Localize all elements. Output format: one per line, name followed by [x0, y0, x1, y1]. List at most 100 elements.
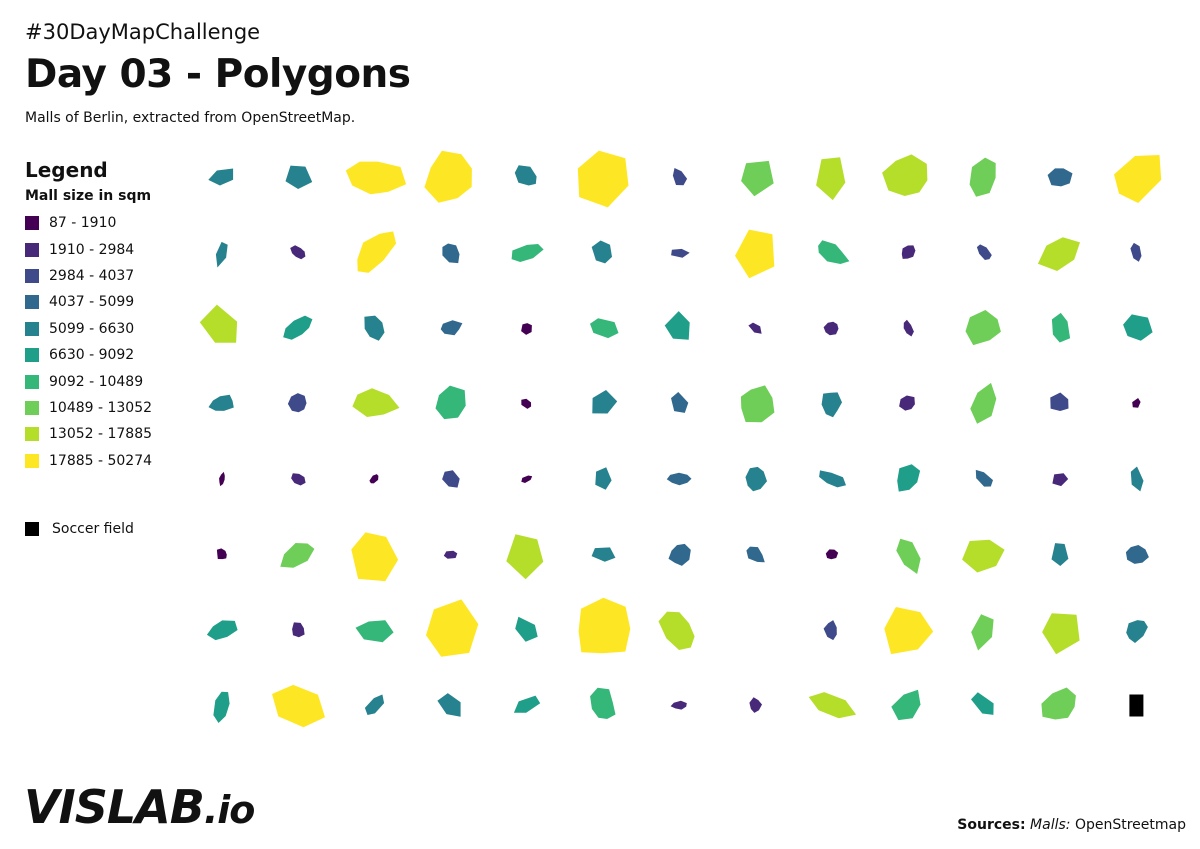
legend-label: 17885 - 50274 — [49, 452, 153, 469]
mall-polygon — [658, 611, 695, 650]
mall-polygon — [1042, 613, 1080, 655]
mall-polygon — [1051, 543, 1069, 566]
mall-polygon — [664, 311, 690, 340]
mall-polygon — [671, 392, 689, 413]
mall-polygon — [280, 543, 315, 568]
legend-classes: 87 - 1910 1910 - 2984 2984 - 4037 4037 - 50… — [25, 210, 152, 474]
legend-row: 2984 - 4037 — [25, 263, 152, 289]
mall-polygon — [1125, 545, 1149, 564]
mall-polygon — [364, 315, 385, 341]
legend-swatch — [25, 242, 39, 257]
legend-label: 2984 - 4037 — [49, 267, 135, 284]
mall-polygon — [976, 244, 992, 260]
legend-swatch — [25, 216, 39, 231]
mall-polygon — [819, 470, 846, 488]
mall-polygon — [287, 393, 307, 413]
mall-polygon — [1130, 242, 1142, 262]
page-subtitle: Malls of Berlin, extracted from OpenStre… — [25, 110, 356, 126]
mall-polygon — [213, 691, 230, 723]
mall-polygon-grid — [199, 150, 1162, 728]
legend-row: 87 - 1910 — [25, 210, 152, 236]
mall-polygon — [514, 165, 537, 186]
legend-swatch — [25, 427, 39, 442]
mall-polygon — [1050, 392, 1069, 411]
mall-polygon — [283, 315, 313, 340]
mall-polygon — [823, 321, 839, 336]
mall-polygon — [513, 695, 541, 713]
mall-polygon — [671, 248, 690, 258]
legend-subtitle: Mall size in sqm — [25, 188, 152, 204]
mall-polygon — [590, 318, 619, 339]
mall-polygon — [351, 532, 399, 582]
mall-polygon — [962, 539, 1005, 573]
vislab-logo: VISLAB.io — [24, 780, 255, 834]
legend-swatch — [25, 321, 39, 336]
mall-polygon — [901, 245, 916, 259]
legend-row: 9092 - 10489 — [25, 368, 152, 394]
mall-polygon — [897, 464, 921, 492]
legend-swatch — [25, 348, 39, 363]
mall-polygon — [437, 693, 461, 717]
legend-label: 5099 - 6630 — [49, 320, 135, 337]
mall-polygon — [521, 475, 533, 483]
legend-label: 4037 - 5099 — [49, 294, 135, 311]
mall-polygon — [435, 385, 466, 420]
mall-polygon — [591, 547, 616, 562]
soccer-label: Soccer field — [52, 521, 134, 537]
mall-polygon — [668, 543, 691, 566]
mall-polygon — [443, 550, 458, 559]
mall-polygon — [884, 607, 934, 655]
mall-polygon — [1037, 237, 1080, 271]
mall-polygon — [426, 599, 479, 657]
soccer-field-polygon — [1129, 694, 1144, 717]
legend-swatch — [25, 453, 39, 468]
legend-label: 10489 - 13052 — [49, 399, 153, 416]
mall-polygon — [199, 304, 238, 343]
mall-polygon — [442, 470, 460, 488]
soccer-swatch — [25, 522, 39, 536]
mall-polygon — [1041, 687, 1076, 720]
mall-polygon — [506, 534, 544, 580]
mall-polygon — [882, 154, 928, 196]
mall-polygon — [515, 616, 538, 642]
mall-polygon — [1123, 314, 1153, 341]
mall-polygon — [808, 692, 857, 719]
mall-polygon — [818, 240, 850, 264]
mall-polygon — [219, 471, 225, 487]
legend-row: 13052 - 17885 — [25, 421, 152, 447]
mall-polygon — [746, 546, 765, 563]
mall-polygon — [891, 689, 921, 721]
mall-polygon — [975, 469, 993, 487]
legend-swatch — [25, 400, 39, 415]
mall-polygon — [896, 538, 921, 574]
mall-polygon — [1130, 466, 1144, 492]
mall-polygon — [357, 231, 397, 273]
mall-polygon — [577, 150, 629, 208]
mall-polygon — [591, 240, 612, 264]
mall-polygon — [291, 473, 306, 486]
legend-label: 1910 - 2984 — [49, 241, 135, 258]
mall-polygon — [511, 244, 544, 262]
mall-polygon — [292, 622, 305, 638]
mall-polygon — [272, 684, 325, 728]
legend-swatch — [25, 374, 39, 389]
sources-italic: Malls: — [1030, 817, 1071, 833]
mall-polygon — [345, 161, 407, 195]
sources-credit: Sources: Malls: OpenStreetmap — [957, 817, 1186, 833]
mall-polygon — [369, 474, 379, 484]
mall-polygon — [208, 168, 234, 186]
mall-polygon — [290, 245, 306, 260]
mall-polygon — [364, 694, 385, 715]
legend-label: 9092 - 10489 — [49, 373, 144, 390]
mall-polygon — [672, 168, 688, 186]
mall-polygon — [823, 620, 837, 641]
mall-polygon — [1114, 155, 1162, 203]
mall-polygon — [1047, 168, 1073, 187]
legend-row: 17885 - 50274 — [25, 448, 152, 474]
mall-polygon — [442, 243, 460, 264]
mall-polygon — [748, 322, 762, 334]
mall-polygon — [970, 382, 997, 424]
mall-polygon — [1132, 398, 1141, 408]
legend-swatch — [25, 268, 39, 283]
legend-soccer-field: Soccer field — [25, 521, 134, 537]
